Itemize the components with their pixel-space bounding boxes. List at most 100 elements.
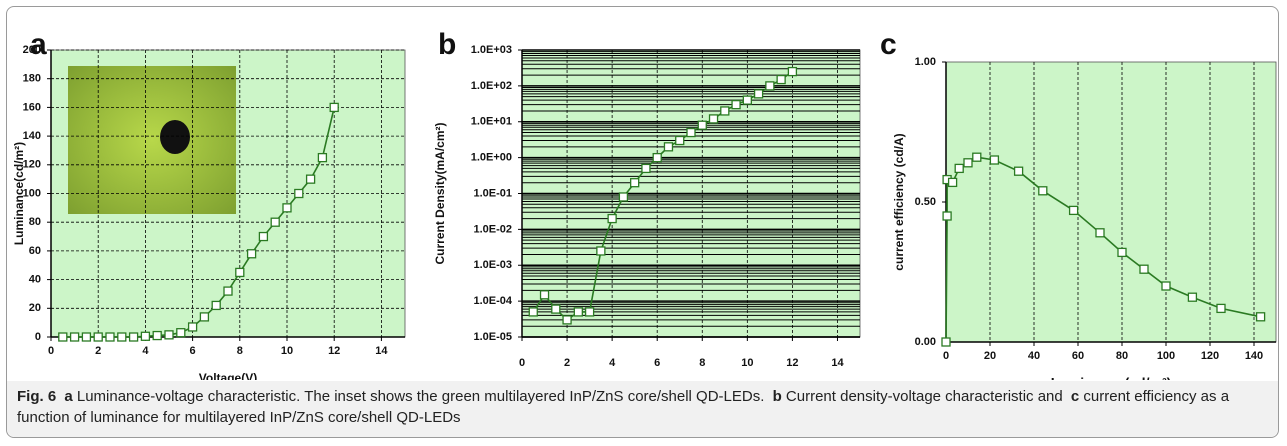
- x-tick-label: 140: [1245, 350, 1263, 362]
- y-axis-title: Current Density(mA/cm²): [433, 122, 447, 264]
- data-marker: [584, 307, 595, 317]
- data-marker: [742, 95, 752, 105]
- data-marker: [1161, 281, 1171, 291]
- inset-photo: [68, 66, 236, 214]
- data-marker: [199, 312, 210, 322]
- data-marker: [258, 231, 269, 242]
- y-tick-label: 0.50: [915, 196, 936, 208]
- caption-text: Current density-voltage characteristic a…: [785, 388, 1063, 405]
- x-tick-label: 40: [1028, 350, 1040, 362]
- x-tick-label: 6: [190, 345, 196, 357]
- data-marker: [607, 213, 617, 224]
- x-tick-label: 12: [786, 357, 798, 369]
- y-tick-label: 1.0E-03: [473, 259, 512, 271]
- panel-letter: c: [880, 28, 897, 61]
- y-tick-label: 1.00: [915, 56, 936, 68]
- data-marker: [1139, 264, 1149, 274]
- data-marker: [128, 332, 139, 342]
- data-marker: [963, 158, 973, 168]
- y-tick-label: 1.0E-05: [473, 331, 512, 343]
- x-tick-label: 0: [519, 357, 525, 369]
- data-marker: [1068, 205, 1079, 216]
- data-marker: [1187, 292, 1198, 302]
- data-marker: [235, 267, 245, 278]
- data-marker: [753, 89, 764, 99]
- x-tick-label: 0: [943, 350, 949, 362]
- caption: Fig. 6 a Luminance-voltage characteristi…: [7, 381, 1278, 437]
- y-tick-label: 100: [23, 187, 41, 199]
- x-tick-label: 14: [831, 357, 844, 369]
- x-tick-label: 8: [237, 345, 243, 357]
- plot-area: [945, 61, 1277, 343]
- x-tick-label: 80: [1116, 350, 1128, 362]
- data-marker: [663, 142, 674, 152]
- data-marker: [618, 192, 629, 202]
- y-tick-label: 80: [29, 216, 41, 228]
- y-tick-label: 200: [23, 44, 41, 56]
- data-marker: [164, 330, 174, 340]
- y-tick-label: 0.00: [915, 336, 936, 348]
- caption-text: current efficiency as a function of lumi…: [17, 388, 1230, 426]
- data-marker: [539, 290, 550, 300]
- caption-letter: c: [1070, 388, 1080, 405]
- data-marker: [81, 332, 92, 342]
- y-tick-label: 1.0E-01: [473, 187, 512, 199]
- caption-letter: b: [772, 388, 782, 405]
- y-tick-label: 1.0E-04: [473, 295, 512, 307]
- data-marker: [140, 331, 151, 341]
- panel-letter: b: [438, 28, 456, 61]
- data-marker: [93, 332, 103, 342]
- data-marker: [1038, 186, 1048, 196]
- data-marker: [675, 135, 685, 146]
- data-marker: [152, 330, 162, 341]
- data-marker: [317, 152, 328, 163]
- x-tick-label: 12: [328, 345, 340, 357]
- data-marker: [686, 127, 696, 138]
- panel-letter: a: [30, 28, 47, 61]
- figure-frame: [6, 6, 1279, 438]
- data-marker: [641, 163, 651, 174]
- y-tick-label: 1.0E+03: [471, 44, 512, 56]
- data-marker: [223, 286, 233, 296]
- data-marker: [787, 66, 798, 77]
- x-tick-label: 10: [741, 357, 753, 369]
- x-tick-label: 14: [375, 345, 388, 357]
- data-marker: [187, 322, 198, 332]
- x-tick-label: 6: [654, 357, 660, 369]
- y-tick-label: 160: [23, 101, 41, 113]
- x-tick-label: 60: [1072, 350, 1084, 362]
- x-axis-title: Voltage(V): [199, 371, 257, 380]
- x-tick-label: 2: [564, 357, 570, 369]
- data-marker: [765, 81, 775, 91]
- y-tick-label: 20: [29, 302, 41, 314]
- data-marker: [942, 211, 952, 221]
- data-marker: [1255, 312, 1266, 322]
- data-marker: [776, 74, 786, 85]
- caption-label: Fig. 6: [17, 388, 57, 405]
- y-tick-label: 120: [23, 159, 41, 171]
- data-marker: [989, 155, 1000, 165]
- data-marker: [954, 163, 964, 174]
- data-marker: [176, 328, 186, 338]
- data-marker: [697, 120, 707, 130]
- inset-spot: [160, 120, 190, 154]
- data-marker: [551, 304, 561, 314]
- y-tick-label: 1.0E+02: [471, 80, 512, 92]
- data-marker: [282, 203, 292, 213]
- y-tick-label: 0: [35, 331, 41, 343]
- data-marker: [270, 217, 280, 227]
- data-marker: [117, 332, 127, 342]
- data-marker: [562, 315, 572, 325]
- data-marker: [731, 99, 741, 110]
- x-axis-title: Luminance(cd/m²): [1051, 375, 1172, 380]
- x-tick-label: 8: [699, 357, 705, 369]
- y-tick-label: 1.0E+00: [471, 152, 512, 164]
- data-marker: [1013, 166, 1024, 176]
- data-marker: [211, 300, 221, 311]
- data-marker: [1095, 228, 1105, 238]
- caption-text: Luminance-voltage characteristic. The in…: [76, 388, 765, 405]
- x-tick-label: 120: [1201, 350, 1219, 362]
- y-tick-label: 1.0E-02: [473, 223, 512, 235]
- y-tick-label: 60: [29, 245, 41, 257]
